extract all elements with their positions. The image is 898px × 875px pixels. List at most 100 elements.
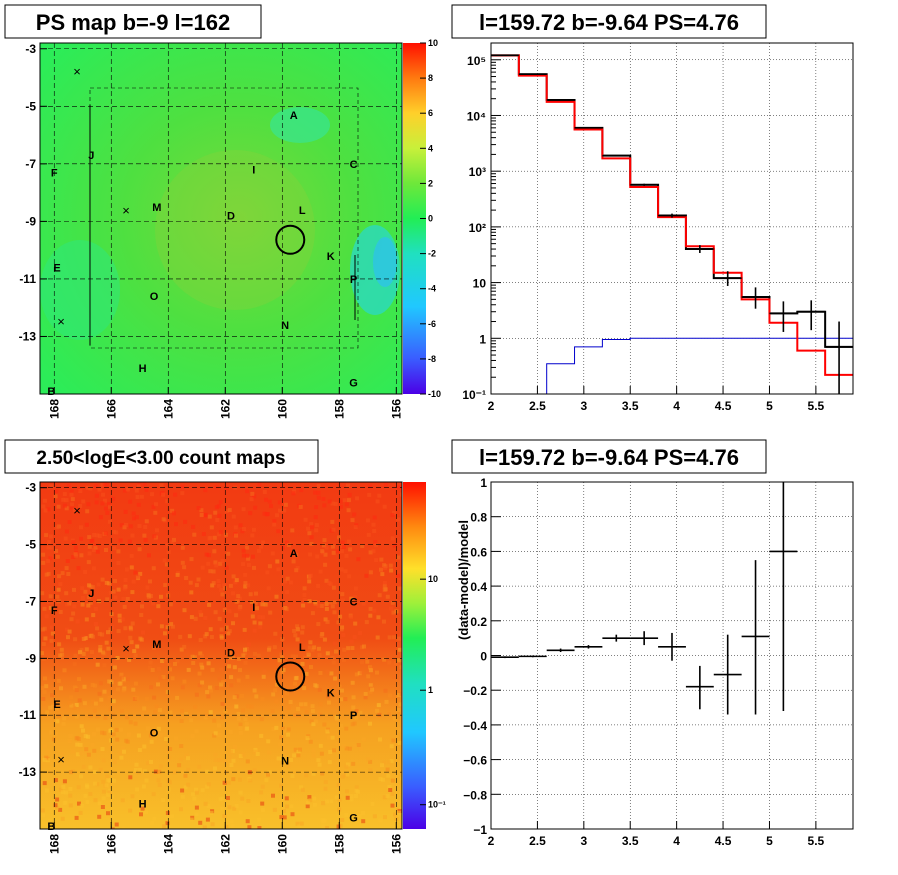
count-pixel [115,737,120,742]
count-pixel [252,651,257,656]
count-pixel [217,733,222,738]
count-pixel [220,559,225,564]
count-pixel [175,659,180,664]
count-pixel [368,606,373,611]
count-pixel [227,609,232,614]
source-label: C [350,596,358,608]
y-tick-label: −1 [473,823,487,837]
count-pixel [92,748,97,753]
source-label: M [152,639,161,651]
count-colorbar [403,482,426,829]
count-pixel [314,505,319,510]
count-pixel [54,548,59,553]
count-pixel [54,706,59,711]
count-pixel [117,613,122,618]
count-pixel [200,665,205,670]
count-pixel [87,544,92,549]
count-pixel [58,582,63,586]
count-map-texture [40,482,402,829]
count-pixel [56,678,61,683]
count-pixel [158,764,163,769]
count-pixel [316,484,321,489]
count-pixel [92,533,97,537]
count-pixel [111,496,116,501]
count-pixel [241,527,246,531]
count-pixel [241,653,246,658]
count-pixel [245,819,250,824]
count-pixel [388,563,393,568]
source-label: N [281,756,289,768]
count-pixel [316,603,321,608]
count-pixel [286,727,291,732]
count-pixel [368,550,373,555]
count-pixel [295,624,300,629]
count-pixel [130,621,135,626]
count-pixel [128,635,133,640]
count-pixel [119,755,124,760]
count-pixel [222,608,227,612]
count-pixel [208,535,213,540]
y-tick-label: 10⁻¹ [462,388,486,402]
count-pixel [105,774,110,779]
count-pixel [332,600,337,605]
colorbar-tick-label: 1 [428,685,433,695]
count-pixel [311,753,316,758]
count-pixel [131,511,136,516]
count-pixel [46,545,51,550]
count-pixel [337,807,342,812]
count-pixel [107,695,112,700]
count-pixel [139,812,143,817]
count-pixel [345,795,350,800]
count-pixel [159,624,164,629]
count-pixel [87,583,91,588]
count-pixel [104,640,109,645]
count-pixel [352,512,357,517]
count-pixel [307,795,312,800]
y-tick-label: -7 [25,594,36,608]
count-pixel [228,749,233,754]
count-pixel [91,699,96,704]
count-pixel [288,580,293,585]
count-pixel [101,789,106,794]
count-pixel [81,728,85,733]
count-pixel [124,567,129,572]
count-pixel [206,661,211,666]
count-pixel [78,504,83,508]
count-pixel [220,806,225,811]
x-tick-label: 2 [488,399,495,413]
count-pixel [264,497,268,502]
count-pixel [345,762,350,767]
count-pixel [285,590,290,595]
count-pixel [49,484,54,489]
count-pixel [88,791,93,796]
count-pixel [310,704,315,709]
count-pixel [118,727,123,732]
count-pixel [208,685,213,690]
count-pixel [368,768,373,773]
count-pixel [169,622,174,627]
count-pixel [45,758,50,763]
y-tick-label: -5 [25,99,36,113]
count-pixel [353,586,358,591]
count-pixel [106,630,110,635]
y-tick-label: 10² [469,221,486,235]
y-tick-label: 10 [473,277,487,291]
count-pixel [259,733,264,738]
ps-map-frame [39,42,403,395]
count-pixel [327,760,332,765]
count-pixel [184,753,189,758]
count-pixel [70,497,75,502]
count-pixel [336,748,341,753]
count-pixel [330,604,335,609]
count-pixel [200,680,205,685]
count-pixel [307,645,312,650]
count-pixel [61,497,66,502]
count-pixel [305,804,310,809]
count-pixel [339,688,344,693]
residual-panel: 2 2.5 3 3.5 4 4.5 5 5.5 1 0.8 0.6 0.4 0.2 0 −0.2 −0.4 −… [451,439,854,848]
count-pixel [347,746,352,751]
count-pixel [246,583,251,588]
count-pixel [377,593,382,598]
count-pixel [225,796,230,800]
